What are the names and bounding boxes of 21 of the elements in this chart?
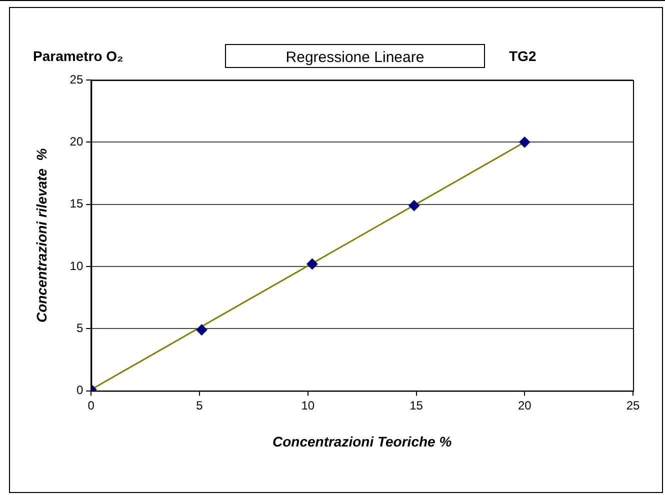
x-tick-label: 20 [518, 398, 532, 412]
chart-title: Regressione Lineare [225, 44, 485, 68]
text: Parametro O₂ [33, 48, 124, 64]
y-tick-label: 5 [76, 320, 84, 335]
point [408, 200, 420, 212]
y-tick-label: 20 [70, 134, 84, 148]
y-tick-label: 10 [70, 258, 84, 273]
x-tick-label: 25 [626, 398, 640, 412]
point [306, 258, 318, 270]
y-tick-label: 15 [70, 196, 84, 211]
point [196, 324, 208, 336]
x-tick-label: 15 [410, 398, 424, 412]
x-tick-label: 10 [301, 398, 315, 412]
y-tick-label: 0 [76, 383, 84, 398]
y-tick-label: 25 [70, 72, 84, 86]
y-axis-title: Concentrazioni rilevate % [33, 148, 50, 323]
text: TG2 [509, 48, 536, 64]
x-tick-label: 0 [88, 398, 95, 412]
x-axis-title: Concentrazioni Teoriche % [272, 433, 452, 450]
point [519, 136, 530, 148]
x-tick-label: 5 [196, 398, 204, 412]
